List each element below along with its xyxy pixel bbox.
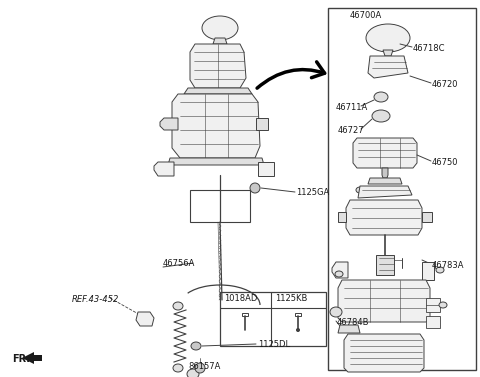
Polygon shape <box>22 352 42 364</box>
Text: FR.: FR. <box>12 354 30 364</box>
Bar <box>190 190 250 222</box>
Text: 46718C: 46718C <box>413 44 445 53</box>
Bar <box>328 8 476 370</box>
FancyArrowPatch shape <box>257 62 324 88</box>
Polygon shape <box>332 262 348 278</box>
Polygon shape <box>172 94 260 158</box>
Polygon shape <box>344 334 424 372</box>
Text: 46700A: 46700A <box>350 11 382 20</box>
Ellipse shape <box>195 363 205 373</box>
Polygon shape <box>346 200 422 235</box>
Text: 1125KB: 1125KB <box>275 294 307 303</box>
Polygon shape <box>258 162 274 176</box>
Ellipse shape <box>356 187 364 193</box>
Polygon shape <box>256 118 268 130</box>
Text: REF.43-452: REF.43-452 <box>72 295 120 304</box>
Polygon shape <box>168 158 264 165</box>
Ellipse shape <box>330 307 342 317</box>
Polygon shape <box>358 186 412 198</box>
Text: 1125DL: 1125DL <box>258 340 290 349</box>
Ellipse shape <box>374 92 388 102</box>
Polygon shape <box>190 44 246 88</box>
Ellipse shape <box>436 267 444 273</box>
Ellipse shape <box>191 342 201 350</box>
Bar <box>220 292 326 346</box>
Text: 46756A: 46756A <box>163 259 195 268</box>
Bar <box>426 316 440 328</box>
Text: 46720: 46720 <box>432 80 458 89</box>
Polygon shape <box>338 325 360 333</box>
Polygon shape <box>160 118 178 130</box>
Ellipse shape <box>439 302 447 308</box>
Ellipse shape <box>250 183 260 193</box>
Text: 1018AD: 1018AD <box>224 294 257 303</box>
Text: 46784B: 46784B <box>337 318 370 327</box>
Text: 46727: 46727 <box>338 126 365 135</box>
Polygon shape <box>338 212 346 222</box>
Text: 86157A: 86157A <box>188 362 220 371</box>
Bar <box>376 255 394 275</box>
Polygon shape <box>184 88 252 94</box>
Polygon shape <box>338 280 430 322</box>
Ellipse shape <box>187 369 199 377</box>
Ellipse shape <box>202 16 238 40</box>
Ellipse shape <box>173 364 183 372</box>
Polygon shape <box>382 168 388 178</box>
Polygon shape <box>368 56 408 78</box>
Polygon shape <box>383 50 393 56</box>
Ellipse shape <box>297 328 300 331</box>
Ellipse shape <box>173 302 183 310</box>
Polygon shape <box>353 138 417 168</box>
Ellipse shape <box>372 110 390 122</box>
Bar <box>242 313 248 316</box>
Text: 46750: 46750 <box>432 158 458 167</box>
Text: 46783A: 46783A <box>432 261 465 270</box>
Bar <box>295 313 301 316</box>
Polygon shape <box>422 212 432 222</box>
Polygon shape <box>213 38 227 44</box>
Text: 46711A: 46711A <box>336 103 368 112</box>
Polygon shape <box>154 162 174 176</box>
Ellipse shape <box>366 24 410 52</box>
Polygon shape <box>368 178 402 184</box>
Polygon shape <box>136 312 154 326</box>
Bar <box>426 298 440 312</box>
Ellipse shape <box>335 271 343 277</box>
Text: 1125GA: 1125GA <box>296 188 329 197</box>
Polygon shape <box>422 262 434 280</box>
